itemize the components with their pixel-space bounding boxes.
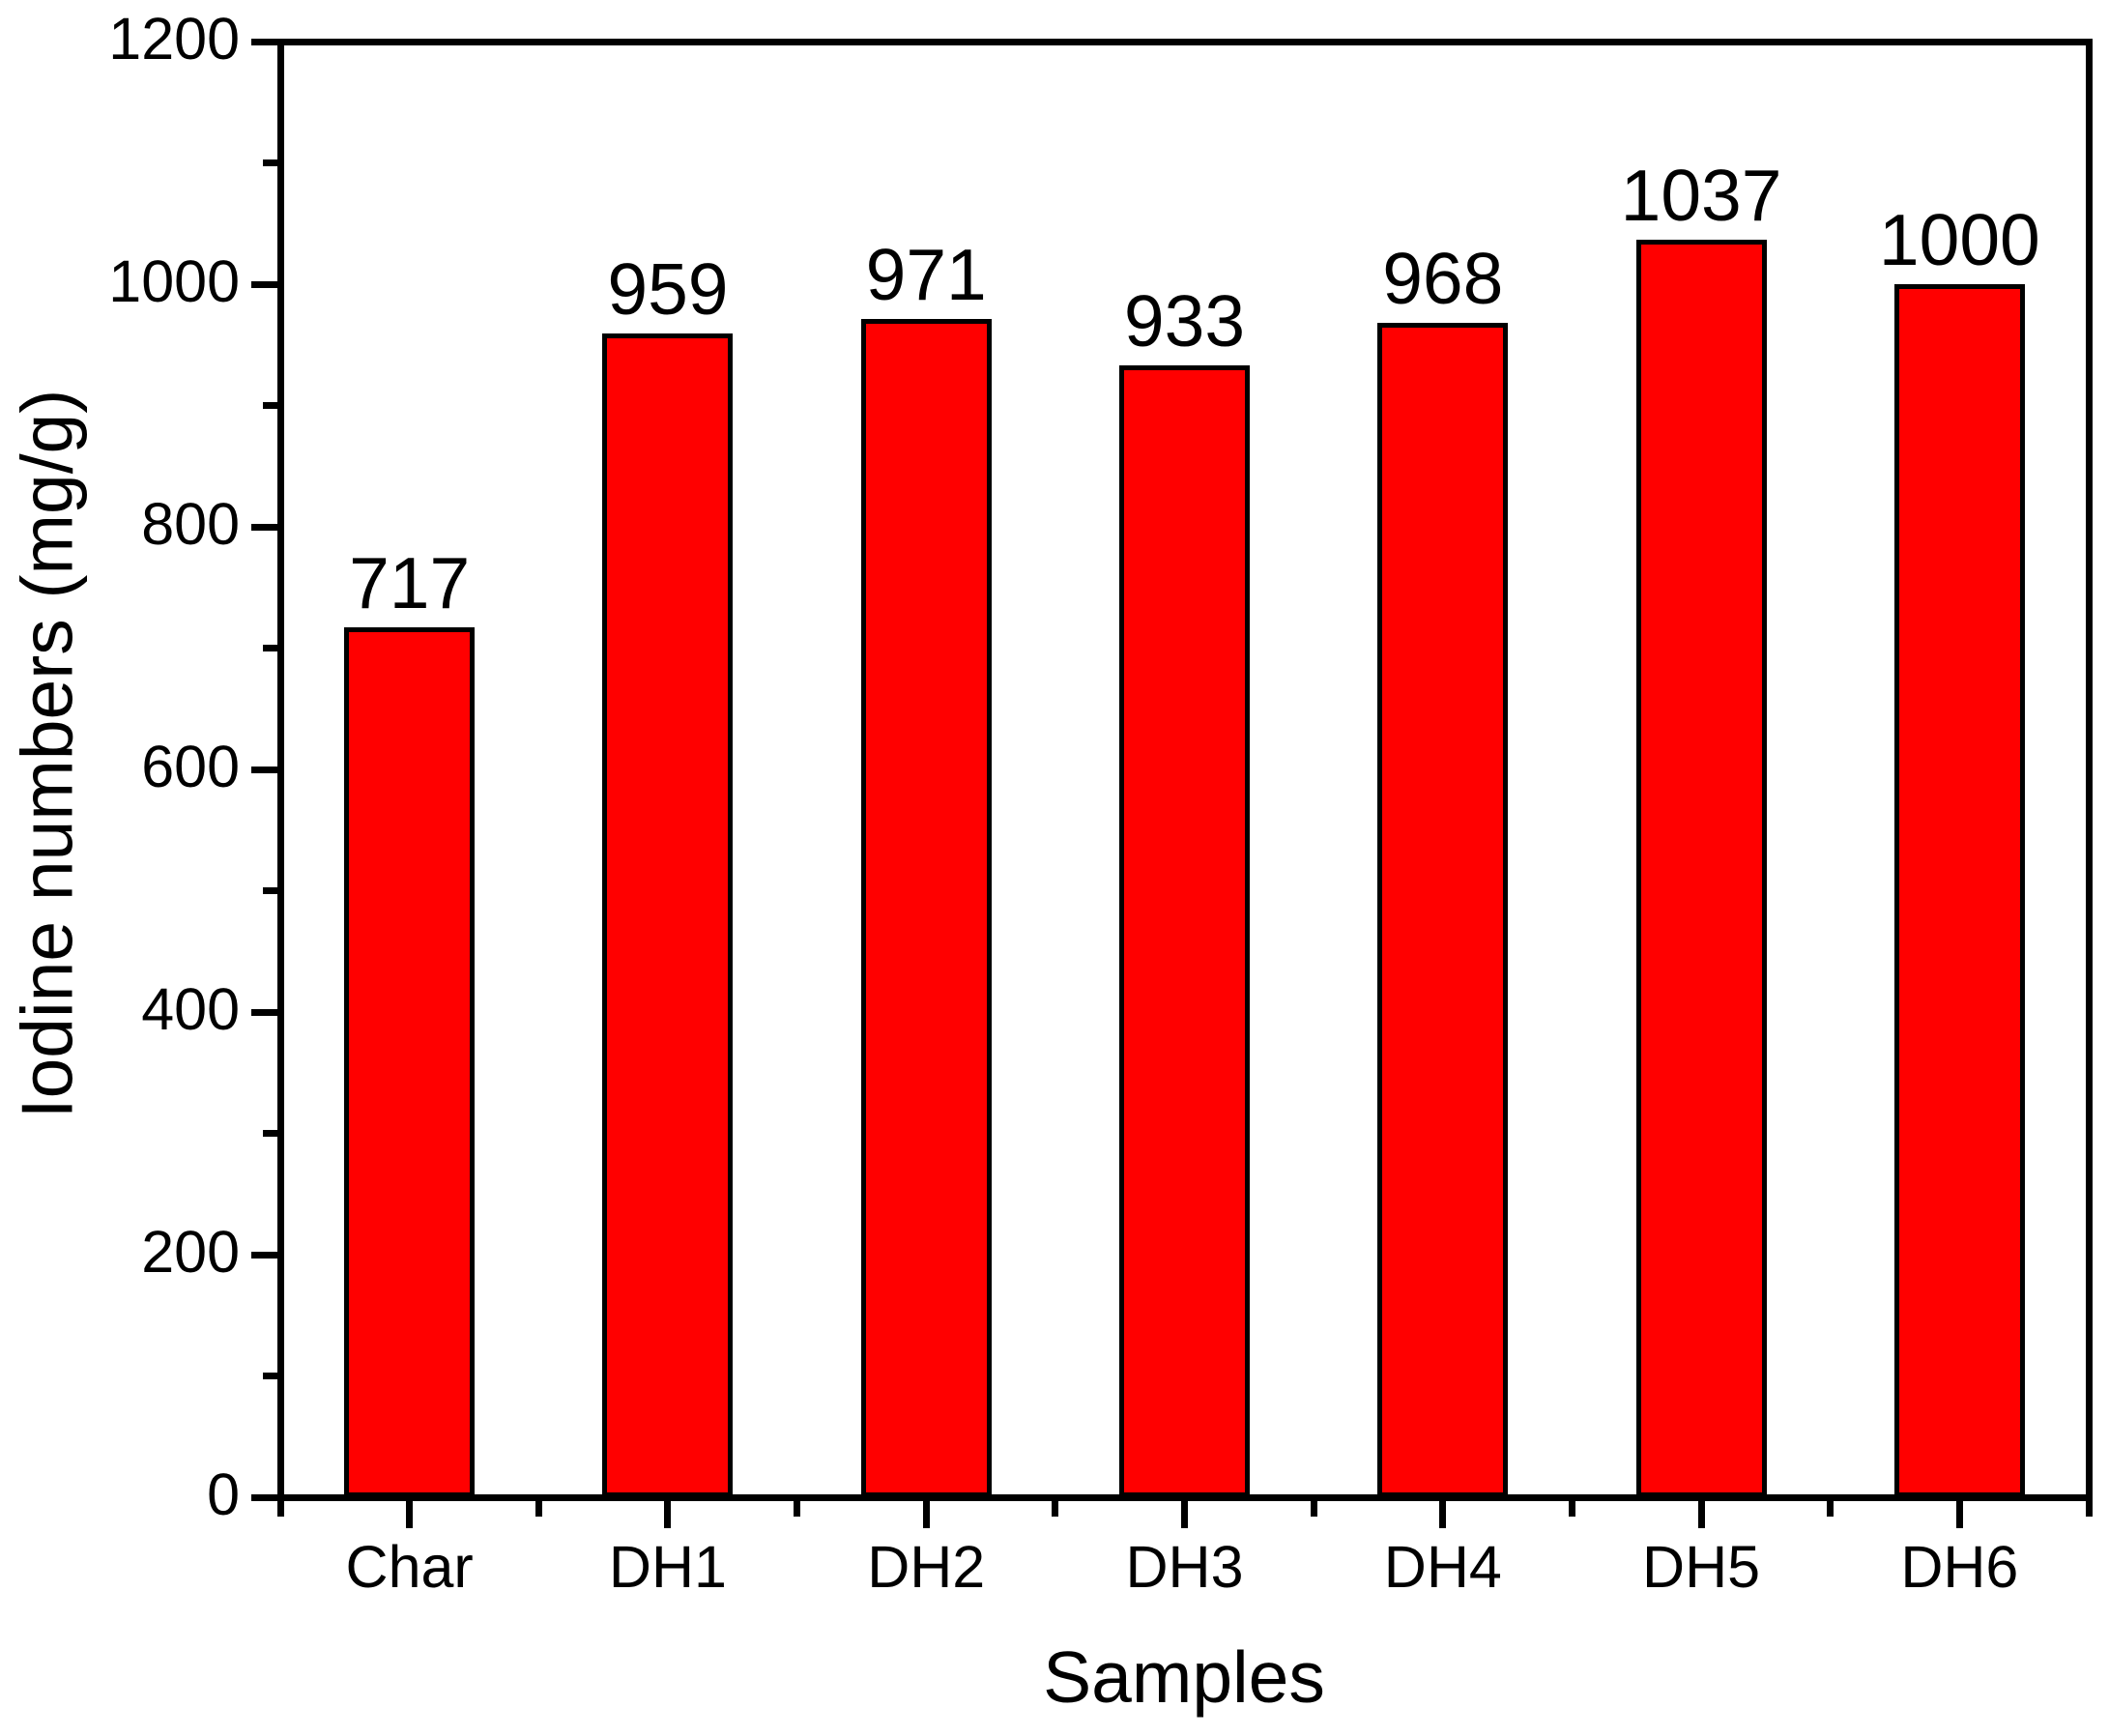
y-minor-tick	[262, 1373, 277, 1379]
x-minor-tick	[1827, 1500, 1835, 1517]
x-tick-label: DH6	[1900, 1534, 2019, 1600]
bar-value-label: 717	[349, 542, 471, 623]
x-tick-label: DH4	[1383, 1534, 1502, 1600]
y-minor-tick	[262, 1130, 277, 1137]
x-axis-title: Samples	[1043, 1636, 1325, 1718]
y-major-tick	[250, 280, 277, 288]
x-major-tick	[1439, 1500, 1447, 1528]
y-major-tick	[250, 38, 277, 45]
bar	[344, 627, 476, 1497]
bar-value-label: 968	[1382, 238, 1504, 319]
bar-value-label: 933	[1123, 280, 1246, 362]
bar	[1635, 240, 1767, 1497]
y-minor-tick	[262, 402, 277, 409]
x-minor-tick	[2085, 1500, 2093, 1517]
y-major-tick	[250, 1008, 277, 1016]
x-minor-tick	[1568, 1500, 1575, 1517]
y-tick-label: 800	[141, 491, 240, 557]
y-minor-tick	[262, 159, 277, 166]
x-major-tick	[1697, 1500, 1705, 1528]
x-minor-tick	[1310, 1500, 1317, 1517]
x-major-tick	[1181, 1500, 1188, 1528]
y-minor-tick	[262, 887, 277, 894]
bar	[1893, 284, 2025, 1497]
x-major-tick	[664, 1500, 672, 1528]
x-minor-tick	[276, 1500, 284, 1517]
x-minor-tick	[1052, 1500, 1059, 1517]
y-major-tick	[250, 766, 277, 773]
bar-value-label: 1037	[1620, 155, 1782, 236]
bar	[860, 319, 992, 1497]
bar	[1119, 365, 1250, 1497]
bar	[602, 333, 734, 1497]
x-major-tick	[1955, 1500, 1963, 1528]
bar-value-label: 971	[865, 234, 987, 315]
x-tick-label: Char	[345, 1534, 474, 1600]
x-tick-label: DH3	[1125, 1534, 1244, 1600]
y-major-tick	[250, 1493, 277, 1501]
bar-value-label: 959	[607, 248, 729, 330]
bar-value-label: 1000	[1878, 199, 2040, 280]
x-tick-label: DH1	[608, 1534, 727, 1600]
y-tick-label: 1000	[108, 248, 240, 314]
bar	[1377, 323, 1509, 1497]
y-tick-label: 200	[141, 1219, 240, 1285]
x-minor-tick	[534, 1500, 542, 1517]
x-minor-tick	[794, 1500, 801, 1517]
y-major-tick	[250, 1251, 277, 1259]
y-tick-label: 0	[207, 1461, 240, 1527]
x-major-tick	[922, 1500, 930, 1528]
x-major-tick	[406, 1500, 414, 1528]
y-minor-tick	[262, 645, 277, 651]
y-axis-title: Iodine numbers (mg/g)	[6, 389, 88, 1119]
x-tick-label: DH2	[867, 1534, 986, 1600]
y-tick-label: 1200	[108, 6, 240, 72]
y-tick-label: 600	[141, 734, 240, 799]
y-tick-label: 400	[141, 976, 240, 1042]
y-major-tick	[250, 523, 277, 531]
x-tick-label: DH5	[1642, 1534, 1761, 1600]
